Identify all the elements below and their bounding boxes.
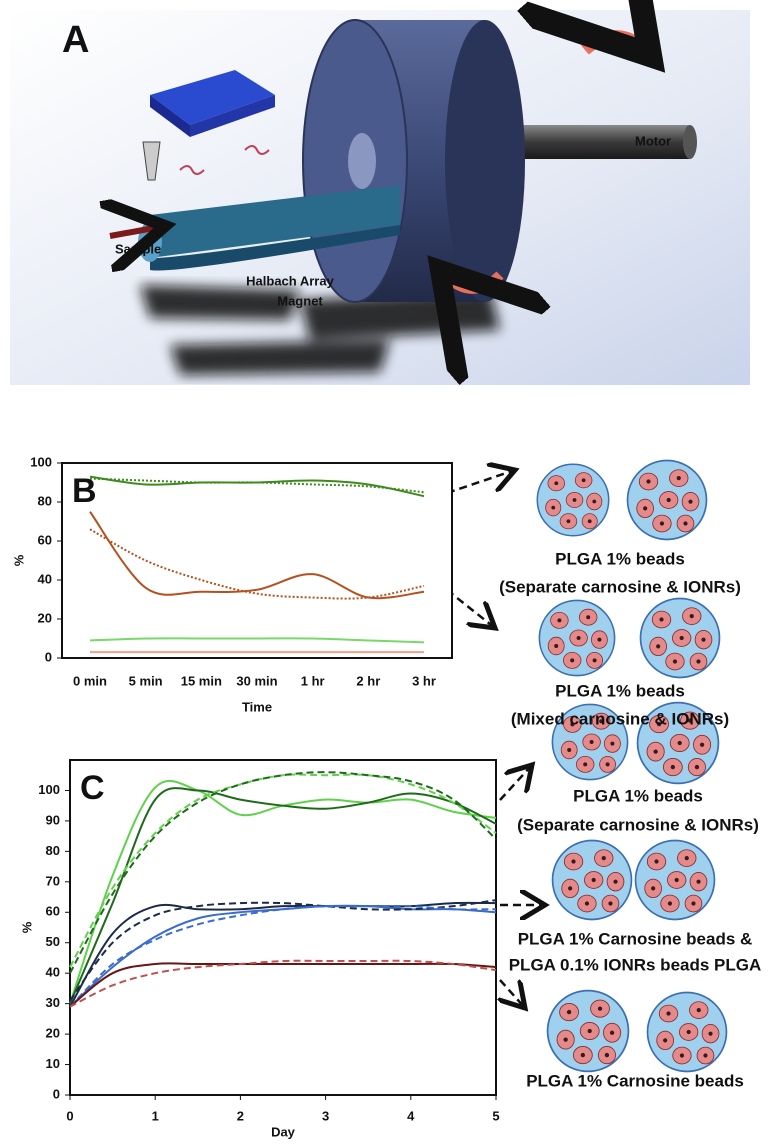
series-line xyxy=(69,899,497,1002)
caption: PLGA 0.1% IONRs beads PLGA xyxy=(509,955,762,974)
y-tick-label: 100 xyxy=(38,782,60,797)
y-axis-label: % xyxy=(19,921,34,933)
y-tick-label: 0 xyxy=(53,1086,60,1101)
panel-label: C xyxy=(80,769,105,807)
x-tick-label: 30 min xyxy=(236,673,277,688)
sample-label: Sample xyxy=(115,241,161,256)
x-tick-label: 2 hr xyxy=(356,673,380,688)
y-tick-label: 50 xyxy=(46,934,60,949)
x-axis-label: Time xyxy=(242,699,272,714)
y-tick-label: 80 xyxy=(38,493,52,508)
caption: PLGA 1% Carnosine beads xyxy=(526,1071,744,1090)
magnet-label: Halbach Array xyxy=(246,273,334,288)
series-line xyxy=(89,528,425,600)
magnet-label: Magnet xyxy=(277,293,323,308)
bead-captions: PLGA 1% beads (Separate carnosine & IONR… xyxy=(499,549,761,1090)
caption: PLGA 1% beads xyxy=(573,786,703,805)
x-tick-label: 3 hr xyxy=(412,673,436,688)
series-line xyxy=(69,959,497,1008)
series-line xyxy=(69,904,497,1008)
series-line xyxy=(89,511,425,600)
x-tick-label: 1 xyxy=(152,1108,159,1123)
caption: PLGA 1% beads xyxy=(555,549,685,568)
series-line xyxy=(69,771,497,974)
x-tick-label: 0 xyxy=(66,1108,73,1123)
series-line xyxy=(69,786,497,1005)
plot-frame xyxy=(69,759,497,1096)
caption: (Separate carnosine & IONRs) xyxy=(517,815,759,834)
panel-a: A Motor Sample Halbach Array Magnet xyxy=(10,10,750,385)
caption: PLGA 1% beads xyxy=(555,681,685,700)
y-tick-label: 60 xyxy=(46,904,60,919)
panel-label: B xyxy=(72,472,97,510)
panel-label: A xyxy=(62,19,89,61)
bead-illustrations xyxy=(446,459,728,1073)
series-line xyxy=(69,779,497,1004)
series-line xyxy=(89,475,425,498)
series-line xyxy=(89,637,425,644)
x-tick-label: 0 min xyxy=(73,673,107,688)
y-tick-label: 90 xyxy=(46,812,60,827)
x-tick-label: 4 xyxy=(407,1108,415,1123)
caption: PLGA 1% Carnosine beads & xyxy=(518,929,753,948)
y-tick-label: 100 xyxy=(30,454,52,469)
plot-frame xyxy=(61,462,453,659)
y-tick-label: 80 xyxy=(46,843,60,858)
y-axis-label: % xyxy=(11,554,26,566)
y-tick-label: 30 xyxy=(46,995,60,1010)
motor-label: Motor xyxy=(635,133,671,148)
y-tick-label: 20 xyxy=(38,610,52,625)
series-line xyxy=(69,962,497,1008)
caption: (Separate carnosine & IONRs) xyxy=(499,577,741,596)
y-tick-label: 20 xyxy=(46,1026,60,1041)
x-tick-label: 1 hr xyxy=(301,673,325,688)
x-tick-label: 5 min xyxy=(129,673,163,688)
y-tick-label: 10 xyxy=(46,1056,60,1071)
series-line xyxy=(69,901,497,1008)
x-tick-label: 2 xyxy=(237,1108,244,1123)
x-tick-label: 15 min xyxy=(181,673,222,688)
caption: (Mixed carnosine & IONRs) xyxy=(511,709,729,728)
x-axis-label: Day xyxy=(271,1124,296,1139)
x-tick-label: 3 xyxy=(322,1108,329,1123)
x-tick-label: 5 xyxy=(492,1108,499,1123)
y-tick-label: 40 xyxy=(38,571,52,586)
y-tick-label: 60 xyxy=(38,532,52,547)
y-tick-label: 0 xyxy=(45,649,52,664)
y-tick-label: 70 xyxy=(46,873,60,888)
y-tick-label: 40 xyxy=(46,965,60,980)
